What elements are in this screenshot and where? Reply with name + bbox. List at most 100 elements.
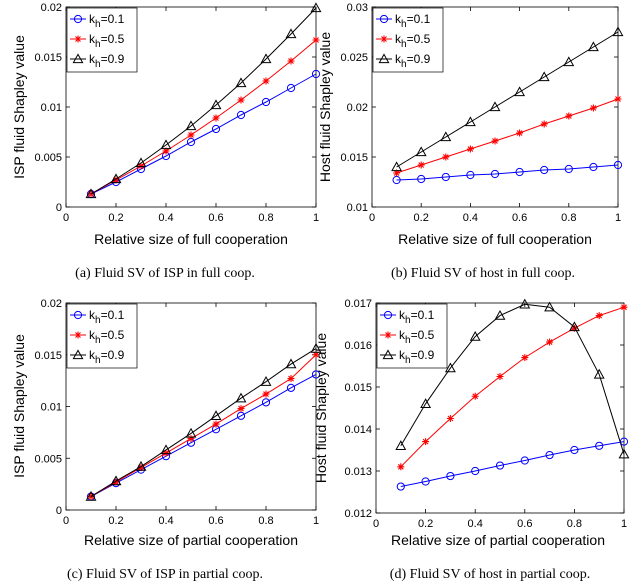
- data-point: [260, 376, 272, 386]
- series-k-h-0-9: [85, 342, 322, 501]
- x-tick-label: 0.2: [108, 212, 123, 224]
- x-tick-label: 0.6: [208, 212, 223, 224]
- data-point: [137, 162, 145, 170]
- data-point: [519, 298, 531, 309]
- legend-label: kh=0.5: [89, 328, 125, 346]
- x-axis-label: Relative size of partial cooperation: [84, 532, 298, 548]
- series-k-h-0-1: [396, 437, 629, 491]
- legend-entry: kh=0.1: [70, 308, 125, 326]
- legend-label: kh=0.5: [399, 328, 435, 346]
- data-point: [378, 53, 390, 64]
- y-tick-label: 0.017: [344, 298, 372, 310]
- x-tick-label: 0.8: [561, 212, 576, 224]
- data-point: [514, 86, 526, 97]
- data-point: [311, 370, 321, 379]
- y-axis-label: ISP fluid Shapley value: [11, 35, 27, 179]
- data-point: [589, 104, 597, 112]
- x-ticks: 0 0.2 0.4 0.6 0.8 1: [63, 303, 319, 527]
- x-tick-label: 0.6: [512, 212, 527, 224]
- x-tick-label: 0: [63, 515, 69, 527]
- y-tick-label: 0.02: [347, 102, 368, 114]
- y-tick-label: 0.01: [41, 402, 62, 414]
- data-point: [311, 69, 321, 79]
- data-point: [287, 375, 295, 383]
- series-line: [396, 98, 619, 174]
- data-point: [420, 398, 432, 408]
- data-point: [310, 342, 322, 353]
- data-point: [287, 57, 295, 65]
- data-point: [85, 490, 97, 501]
- series-k-h-0-9: [85, 2, 322, 199]
- data-point: [471, 466, 480, 476]
- x-tick-label: 0: [63, 212, 69, 224]
- x-ticks: 0 0.2 0.4 0.6 0.8 1: [63, 7, 319, 224]
- data-point: [612, 26, 624, 37]
- series-line: [400, 441, 625, 488]
- data-point: [491, 137, 499, 145]
- x-tick-label: 0.2: [418, 518, 433, 530]
- data-point: [471, 392, 479, 400]
- y-tick-label: 0.01: [41, 102, 62, 114]
- y-tick-label: 0.015: [344, 382, 372, 394]
- data-point: [441, 172, 450, 182]
- data-point: [490, 169, 500, 179]
- y-tick-label: 0.013: [344, 466, 372, 478]
- data-point: [515, 167, 524, 177]
- data-point: [565, 112, 573, 120]
- data-point: [538, 71, 550, 82]
- data-point: [261, 398, 271, 407]
- legend-entry: kh=0.9: [380, 348, 435, 366]
- data-point: [382, 349, 394, 360]
- y-tick-label: 0.012: [344, 508, 372, 520]
- series-line: [400, 303, 625, 455]
- legend-entry: kh=0.1: [70, 12, 125, 30]
- data-point: [391, 161, 403, 172]
- data-point: [421, 477, 430, 486]
- y-axis-label: Host fluid Shapley value: [317, 32, 333, 182]
- x-tick-label: 1: [621, 518, 627, 530]
- x-tick-label: 0.8: [258, 515, 273, 527]
- x-axis-label: Relative size of full cooperation: [94, 231, 288, 247]
- legend-label: kh=0.9: [399, 348, 435, 366]
- y-ticks: 0 0.005 0.01 0.015 0.02: [34, 2, 316, 214]
- series-line: [396, 31, 619, 168]
- y-tick-label: 0.005: [34, 152, 62, 164]
- y-tick-label: 0.015: [34, 52, 62, 64]
- legend-entry: kh=0.1: [380, 308, 435, 326]
- data-point: [212, 114, 220, 122]
- data-point: [379, 14, 389, 24]
- data-point: [444, 362, 456, 373]
- legend-entry: kh=0.5: [380, 328, 435, 346]
- data-point: [489, 101, 501, 112]
- data-point: [464, 116, 476, 127]
- legend-entry: kh=0.5: [376, 32, 431, 50]
- data-point: [286, 383, 296, 392]
- data-point: [570, 445, 579, 455]
- legend-label: kh=0.9: [89, 348, 125, 366]
- series-layer: [85, 342, 322, 501]
- data-point: [595, 441, 604, 450]
- data-point: [162, 147, 170, 155]
- y-axis-label: Host fluid Shapley value: [313, 333, 329, 483]
- data-point: [72, 53, 84, 64]
- x-tick-label: 0.2: [108, 515, 123, 527]
- data-point: [187, 435, 195, 443]
- data-point: [285, 358, 297, 369]
- data-point: [397, 463, 405, 471]
- data-point: [440, 131, 452, 142]
- series-line: [90, 7, 317, 195]
- data-point: [236, 411, 246, 420]
- series-line: [90, 39, 317, 195]
- data-point: [236, 110, 246, 120]
- chart-panel-a: 0 0.005 0.01 0.015 0.02 0 0.2 0.4 0.6 0.8 1 kh=0.…: [11, 2, 322, 281]
- x-tick-label: 1: [615, 212, 621, 224]
- data-point: [446, 471, 455, 481]
- legend-entry: kh=0.9: [70, 52, 125, 70]
- panel-caption: (b) Fluid SV of host in full coop.: [391, 266, 575, 281]
- x-ticks: 0 0.2 0.4 0.6 0.8 1: [369, 7, 621, 224]
- y-tick-label: 0.02: [41, 298, 62, 310]
- series-layer: [391, 26, 624, 185]
- data-point: [384, 331, 392, 339]
- data-point: [545, 450, 554, 460]
- y-tick-label: 0.005: [34, 453, 62, 465]
